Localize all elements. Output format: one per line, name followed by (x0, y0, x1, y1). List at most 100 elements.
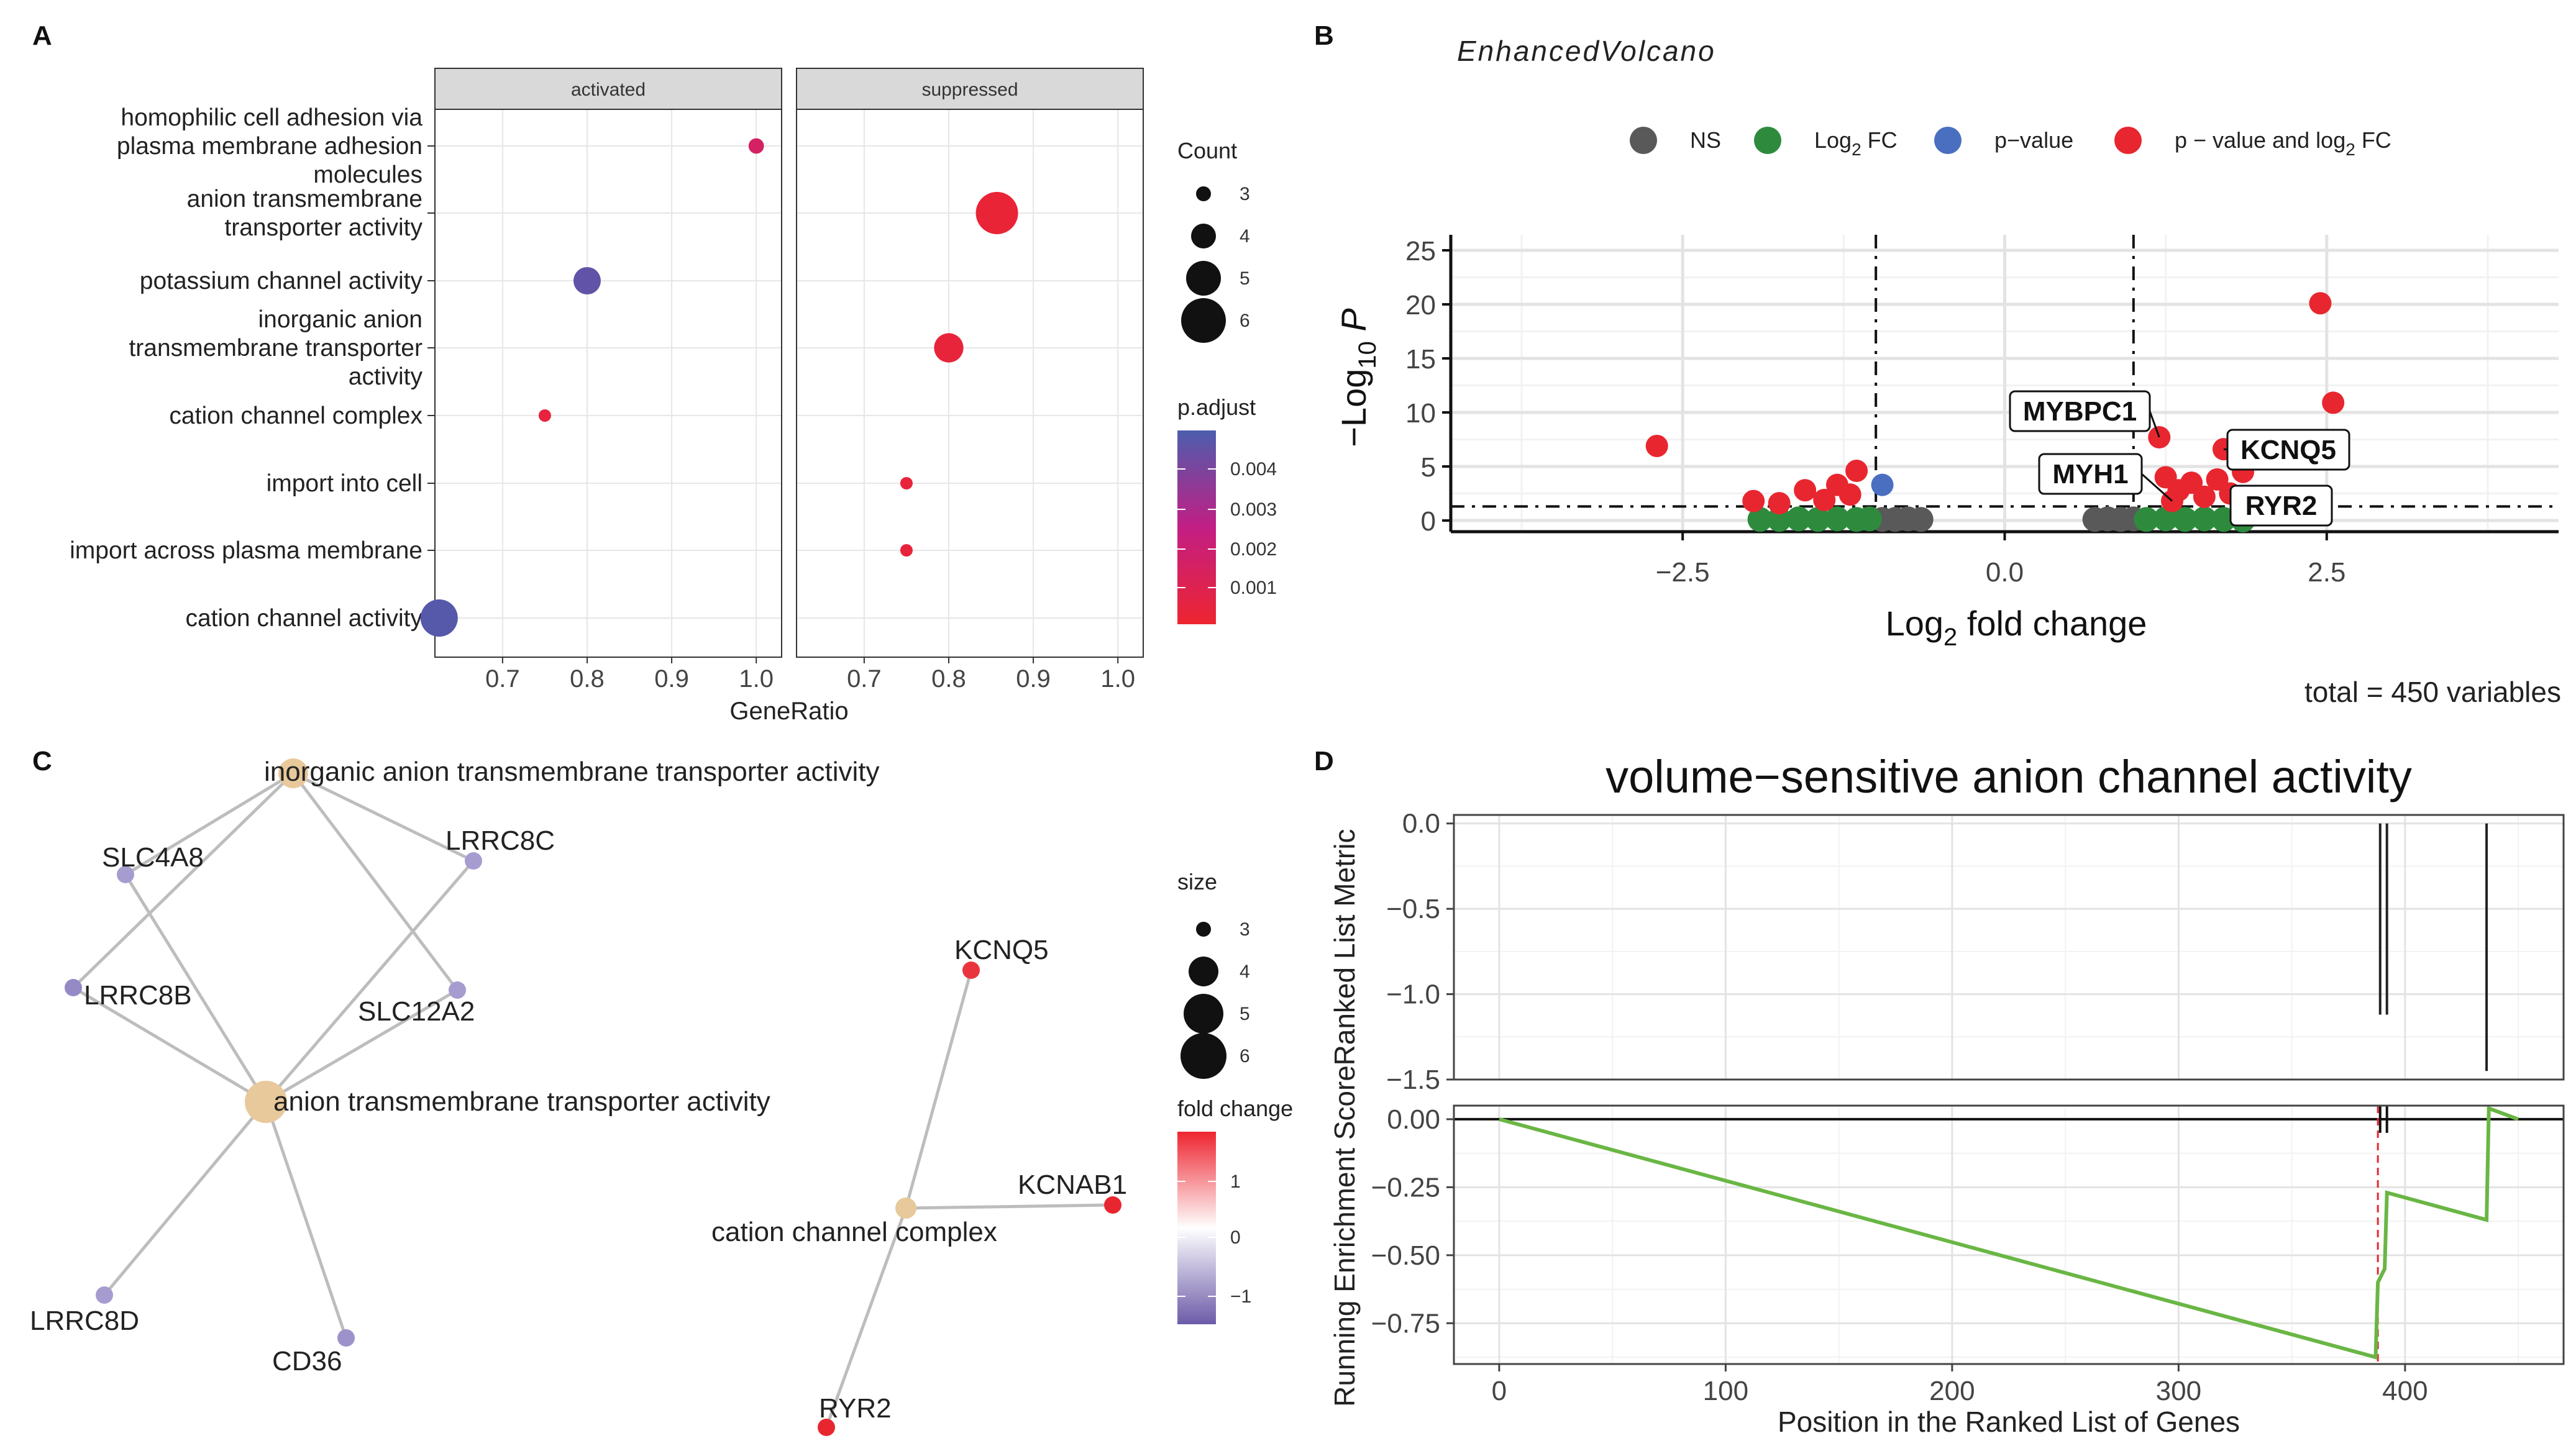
tick-label-x: 2.5 (2308, 557, 2345, 588)
tick-label-x: 200 (1929, 1376, 1975, 1406)
gene-node (818, 1419, 835, 1436)
network-edge (265, 988, 459, 1104)
term-label: transporter activity (224, 214, 422, 241)
term-label: cation channel activity (185, 605, 422, 632)
volcano-point-green (1747, 507, 1773, 532)
term-label: molecules (313, 161, 422, 188)
gene-node (337, 1329, 355, 1347)
gene-node (1104, 1196, 1121, 1214)
label-connector (2141, 473, 2173, 502)
volcano-point-red (1645, 434, 1668, 457)
panel-letter-b: B (1314, 20, 1334, 51)
tick-label-x: 1.0 (739, 665, 774, 693)
legend-count-dot (1186, 261, 1221, 296)
volcano-point-green (2172, 507, 2198, 532)
x-axis-title-sub: 2 (1943, 624, 1957, 651)
legend-fold-bar (1177, 1132, 1216, 1324)
legend-size-dot (1181, 1033, 1226, 1079)
legend-sub: 2 (1852, 140, 1861, 159)
network-edge (124, 873, 268, 1103)
legend-fold-label: −1 (1230, 1286, 1251, 1307)
volcano-point-green (2153, 506, 2178, 532)
legend-count-label: 3 (1240, 184, 1250, 204)
dot-point (900, 477, 913, 489)
volcano-point-red (1768, 492, 1791, 515)
tick-label-y: −0.50 (1371, 1240, 1440, 1271)
legend-fold-title: fold change (1177, 1096, 1293, 1121)
panel-d-gsea: volume−sensitive anion channel activity 0… (1328, 751, 2565, 1438)
legend-padjust-label: 0.003 (1230, 499, 1277, 520)
tick-label-x: 1.0 (1100, 665, 1135, 693)
term-node-label: anion transmembrane transporter activity (273, 1086, 770, 1117)
legend-dot-p (1934, 127, 1962, 154)
tick-label-x: 0.7 (485, 665, 520, 693)
gene-node (449, 981, 466, 999)
dot-point (573, 267, 601, 294)
gene-node-label: LRRC8D (30, 1306, 139, 1336)
legend-count-label: 6 (1240, 311, 1250, 331)
term-label: anion transmembrane (187, 186, 422, 212)
gene-label: KCNQ5 (2240, 435, 2336, 465)
legend-dot-ns (1630, 127, 1657, 154)
network-edge (264, 1101, 348, 1339)
tick-label-x: −2.5 (1656, 557, 1710, 588)
gene-node (96, 1286, 113, 1304)
tick-label-y: 5 (1421, 452, 1436, 483)
facet-border-0 (434, 109, 782, 658)
volcano-point-red (2193, 485, 2216, 508)
y-axis-title: −Log10 P (1334, 308, 1381, 447)
gene-label: MYH1 (2052, 459, 2128, 489)
gene-label: MYBPC1 (2023, 396, 2137, 427)
gene-label-box (2038, 453, 2143, 495)
term-label: inorganic anion (258, 306, 422, 333)
tick-label-y: −0.5 (1386, 894, 1440, 924)
tick-label-x: 100 (1703, 1376, 1748, 1406)
gene-label-box (2226, 429, 2350, 471)
legend-label-pfc: p − value and log2 FC (2175, 127, 2391, 159)
facet-border-1 (796, 109, 1144, 658)
legend-count-dot (1196, 186, 1211, 201)
gene-node-label: KCNAB1 (1018, 1170, 1127, 1200)
gene-node-label: SLC4A8 (102, 842, 204, 873)
volcano-point-red (1794, 479, 1817, 502)
legend-dot-fc (1754, 127, 1781, 154)
gene-node-label: RYR2 (819, 1393, 892, 1424)
legend-padjust-bar (1177, 430, 1216, 624)
y-axis-title-sub: 10 (1354, 341, 1381, 369)
panel-c-network: inorganic anion transmembrane transporte… (30, 757, 1293, 1436)
gene-label-box (2229, 484, 2333, 527)
bottom-panel-border (1453, 1104, 2565, 1365)
tick-label-y: −0.25 (1371, 1172, 1440, 1203)
legend-suffix: FC (2355, 127, 2391, 153)
tick-label-y: 0.00 (1387, 1104, 1440, 1135)
label-connector (2149, 411, 2160, 438)
volcano-point-green (1786, 506, 1811, 532)
legend-count-title: Count (1177, 138, 1237, 163)
tick-label-x: 400 (2382, 1376, 2428, 1406)
tick-label-y: 10 (1405, 398, 1436, 429)
tick-label-y: 0 (1421, 506, 1436, 537)
gene-node (962, 962, 980, 979)
panel-letter-c: C (32, 746, 52, 776)
tick-label-x: 0.8 (931, 665, 966, 693)
gene-node-label: LRRC8B (84, 980, 192, 1011)
x-axis-title-rest: fold change (1957, 604, 2147, 643)
gene-node-label: KCNQ5 (954, 935, 1049, 965)
facet-strip-label-1: suppressed (921, 80, 1018, 100)
dot-point (748, 138, 764, 154)
term-node-label: cation channel complex (711, 1217, 997, 1247)
volcano-point-green (2191, 506, 2217, 532)
gsea-title: volume−sensitive anion channel activity (1605, 751, 2412, 803)
tick-label-x: 0.7 (847, 665, 882, 693)
legend-text: Log (1814, 127, 1852, 153)
gene-node-label: CD36 (272, 1346, 342, 1376)
dot-point (975, 192, 1018, 234)
bottom-y-axis-title: Running Enrichment Score (1328, 1065, 1361, 1407)
legend-text: p−value (1994, 127, 2073, 153)
panel-letter-a: A (32, 20, 52, 51)
legend-text: NS (1690, 127, 1721, 153)
legend-size-label: 5 (1240, 1004, 1250, 1024)
facet-panel-1 (797, 109, 1143, 657)
x-axis-title: GeneRatio (729, 698, 848, 725)
